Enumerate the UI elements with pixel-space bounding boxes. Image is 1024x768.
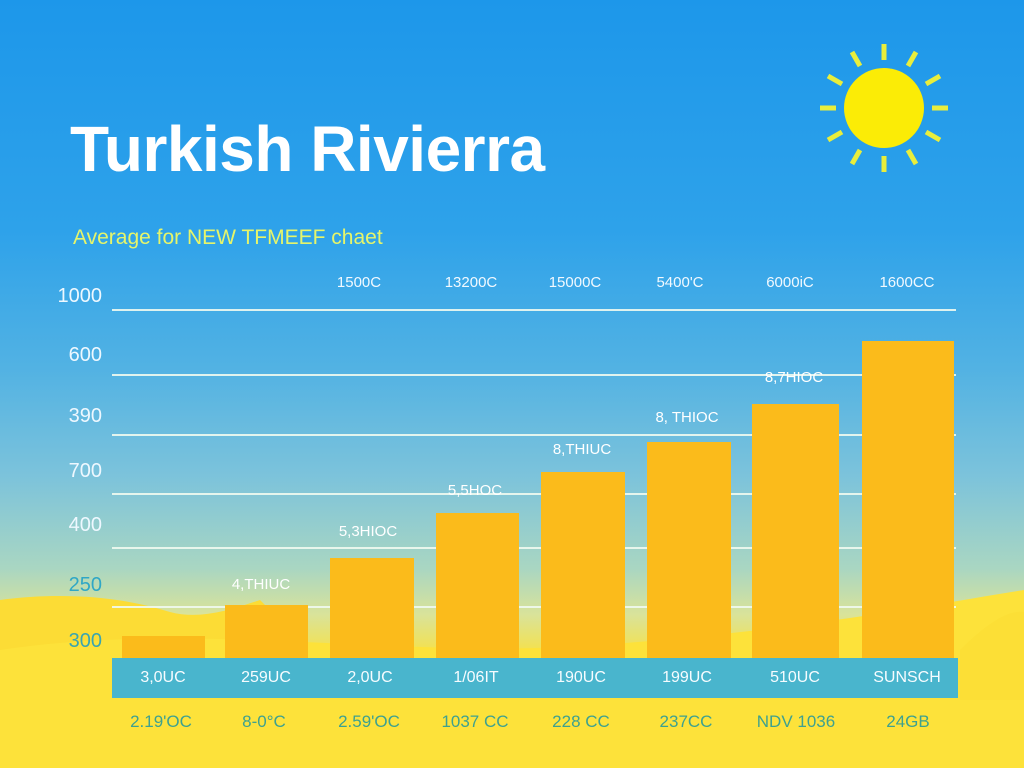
- category-label: 2,0UC: [347, 669, 393, 686]
- y-tick-label: 400: [68, 514, 102, 536]
- sub-label: 2.59'OC: [338, 712, 400, 731]
- top-annotation: 13200C: [444, 274, 498, 291]
- gridline: [112, 493, 956, 495]
- gridline: [112, 606, 956, 608]
- bar-value-label: 5,5HOC: [447, 482, 503, 499]
- sub-label: 237CC: [659, 712, 713, 731]
- category-band: [112, 658, 958, 698]
- y-tick-label: 390: [68, 405, 102, 427]
- bar[interactable]: [541, 472, 625, 658]
- sub-label: 8-0°C: [242, 712, 286, 731]
- gridline: [112, 434, 956, 436]
- bar-value-label: 8, THIOC: [655, 409, 719, 426]
- category-label: SUNSCH: [873, 669, 941, 686]
- category-label: 259UC: [241, 669, 291, 686]
- bar[interactable]: [862, 341, 954, 658]
- category-label: 510UC: [770, 669, 820, 686]
- gridline: [112, 547, 956, 549]
- top-annotation: 15000C: [548, 274, 602, 291]
- top-annotation: 6000iC: [766, 274, 814, 291]
- bar-value-label: 8,THIUC: [552, 441, 612, 458]
- chart-subtitle: Average for NEW TFMEEF chaet: [73, 226, 383, 249]
- y-tick-label: 1000: [57, 285, 103, 307]
- bar[interactable]: [647, 442, 731, 658]
- bar-value-label: 8,7HIOC: [764, 369, 824, 386]
- top-annotation: 1600CC: [879, 274, 935, 291]
- bar[interactable]: [122, 636, 205, 658]
- sub-label: NDV 1036: [756, 712, 836, 731]
- sun-icon: [820, 44, 948, 172]
- sub-label: 2.19'OC: [130, 712, 192, 731]
- y-tick-label: 700: [68, 460, 102, 482]
- bar[interactable]: [225, 605, 308, 658]
- y-tick-label: 600: [68, 344, 102, 366]
- y-tick-label: 300: [68, 630, 102, 652]
- category-label: 3,0UC: [140, 669, 186, 686]
- top-annotation: 1500C: [336, 274, 382, 291]
- bar[interactable]: [330, 558, 414, 658]
- bar[interactable]: [436, 513, 519, 658]
- bar-value-label: 5,3HIOC: [338, 523, 398, 540]
- chart-title: Turkish Rivierra: [70, 113, 545, 185]
- bar-value-label: 4,THIUC: [231, 576, 291, 593]
- sub-label: 1037 CC: [441, 712, 509, 731]
- category-label: 190UC: [556, 669, 606, 686]
- y-tick-label: 250: [68, 574, 102, 596]
- gridline: [112, 374, 956, 376]
- bar[interactable]: [752, 404, 839, 658]
- gridline: [112, 309, 956, 311]
- sub-label: 228 CC: [552, 712, 610, 731]
- category-label: 1/06IT: [453, 669, 499, 686]
- category-label: 199UC: [662, 669, 712, 686]
- sub-label: 24GB: [886, 712, 930, 731]
- top-annotation: 5400'C: [656, 274, 704, 291]
